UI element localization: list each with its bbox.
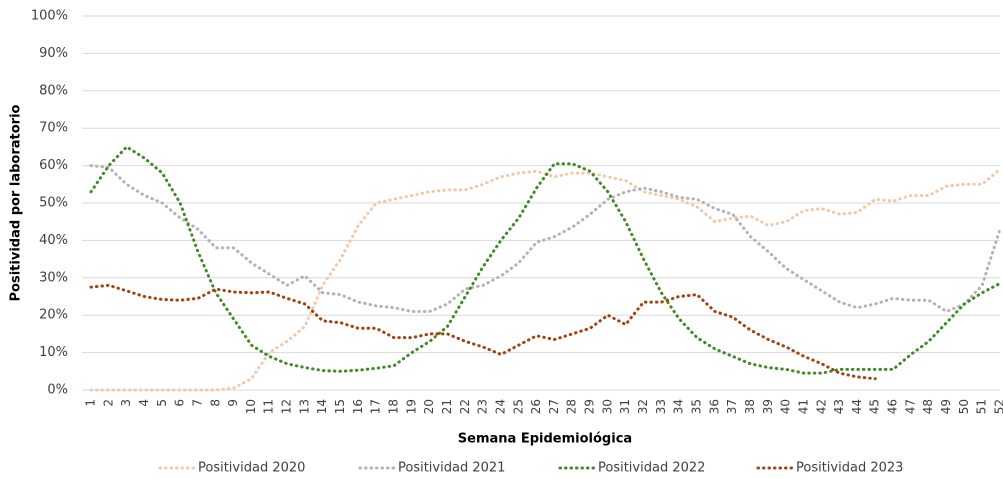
x-tick-label: 29 <box>583 399 597 414</box>
x-tick-label: 6 <box>173 399 187 407</box>
x-tick-label: 45 <box>868 399 882 414</box>
x-tick-label: 7 <box>190 399 204 407</box>
x-tick-label: 8 <box>208 399 222 407</box>
y-tick-label: 80% <box>39 83 68 98</box>
x-tick-label: 28 <box>565 399 579 414</box>
x-tick-label: 32 <box>636 399 650 414</box>
x-tick-label: 40 <box>779 399 793 414</box>
x-tick-label: 33 <box>654 399 668 414</box>
legend-label: Positividad 2020 <box>198 461 305 476</box>
series-line <box>89 167 1002 392</box>
x-tick-label: 12 <box>280 399 294 414</box>
legend-label: Positividad 2022 <box>598 461 705 476</box>
x-tick-label: 13 <box>297 399 311 414</box>
x-tick-label: 49 <box>939 399 953 414</box>
x-tick-label: 30 <box>600 399 614 414</box>
x-tick-label: 52 <box>993 399 1003 414</box>
x-tick-label: 43 <box>832 399 846 414</box>
x-tick-label: 3 <box>119 399 133 407</box>
x-tick-label: 25 <box>511 399 525 414</box>
y-tick-label: 70% <box>39 121 68 136</box>
y-tick-label: 90% <box>39 46 68 61</box>
x-tick-label: 41 <box>796 399 810 414</box>
x-tick-label: 17 <box>369 399 383 414</box>
x-tick-label: 1 <box>84 399 98 407</box>
x-tick-label: 26 <box>529 399 543 414</box>
y-tick-label: 30% <box>39 270 68 285</box>
x-tick-label: 51 <box>975 399 989 414</box>
x-tick-label: 14 <box>315 399 329 414</box>
x-tick-label: 18 <box>387 399 401 414</box>
x-tick-label: 42 <box>814 399 828 414</box>
series-line <box>89 283 877 381</box>
x-tick-label: 44 <box>850 399 864 414</box>
legend-label: Positividad 2023 <box>796 461 903 476</box>
x-tick-label: 16 <box>351 399 365 414</box>
x-tick-label: 23 <box>476 399 490 414</box>
y-tick-label: 0% <box>47 383 68 398</box>
x-tick-label: 39 <box>761 399 775 414</box>
x-tick-label: 35 <box>690 399 704 414</box>
x-tick-label: 20 <box>422 399 436 414</box>
y-axis-title: Positividad por laboratorio <box>9 104 24 301</box>
y-tick-label: 60% <box>39 158 68 173</box>
x-tick-label: 11 <box>262 399 276 414</box>
x-tick-label: 21 <box>440 399 454 414</box>
x-tick-label: 15 <box>333 399 347 414</box>
series-line <box>89 164 1002 314</box>
x-tick-label: 9 <box>226 399 240 407</box>
x-tick-label: 27 <box>547 399 561 414</box>
y-tick-label: 40% <box>39 233 68 248</box>
x-tick-label: 2 <box>101 399 115 407</box>
x-tick-label: 38 <box>743 399 757 414</box>
y-tick-label: 20% <box>39 308 68 323</box>
x-tick-label: 36 <box>707 399 721 414</box>
y-tick-label: 50% <box>39 196 68 211</box>
x-axis-title: Semana Epidemiológica <box>458 432 632 447</box>
x-tick-label: 48 <box>921 399 935 414</box>
y-tick-label: 10% <box>39 345 68 360</box>
x-tick-label: 24 <box>493 399 507 414</box>
x-tick-label: 5 <box>155 399 169 407</box>
x-tick-label: 34 <box>672 399 686 414</box>
x-tick-label: 19 <box>404 399 418 414</box>
x-tick-label: 4 <box>137 399 151 407</box>
series-line <box>89 144 1002 375</box>
x-tick-label: 10 <box>244 399 258 414</box>
x-tick-label: 50 <box>957 399 971 414</box>
x-tick-label: 47 <box>903 399 917 414</box>
x-tick-label: 22 <box>458 399 472 414</box>
x-tick-label: 46 <box>886 399 900 414</box>
x-tick-label: 31 <box>618 399 632 414</box>
legend-label: Positividad 2021 <box>398 461 505 476</box>
x-tick-label: 37 <box>725 399 739 414</box>
y-tick-label: 100% <box>31 9 68 24</box>
